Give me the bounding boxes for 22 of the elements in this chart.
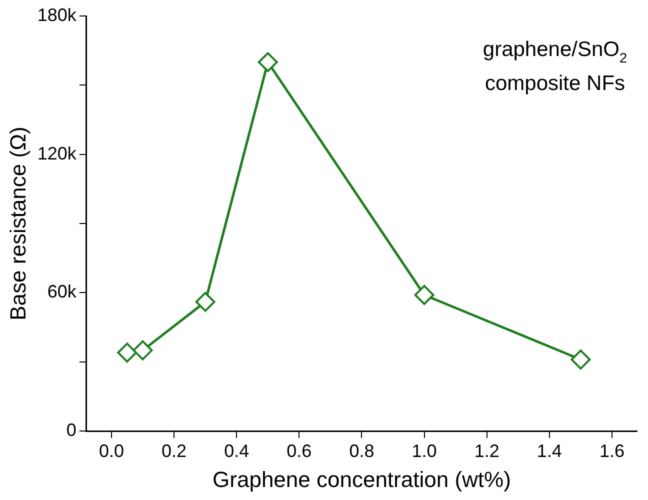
point — [258, 52, 278, 72]
y-tick-label: 120k — [37, 143, 78, 164]
x-tick-label: 1.2 — [474, 440, 500, 461]
annotation: composite NFs — [484, 72, 626, 95]
x-tick-label: 0.2 — [162, 440, 187, 461]
point — [117, 342, 138, 363]
x-axis-title: Graphene concentration (wt%) — [212, 466, 511, 492]
x-tick-label: 0.0 — [98, 440, 124, 461]
x-tick-label: 0.6 — [286, 440, 312, 461]
x-tick-label: 0.4 — [224, 440, 250, 461]
y-tick-label: 60k — [47, 282, 78, 302]
x-tick-label: 1.4 — [536, 440, 562, 461]
point — [195, 292, 216, 312]
point — [414, 284, 434, 305]
x-tick-label: 1.0 — [412, 440, 437, 461]
y-tick-label: 0 — [66, 420, 76, 440]
point — [570, 350, 591, 370]
y-axis-title: Base resistance (Ω) — [5, 126, 30, 320]
x-tick-label: 0.8 — [349, 440, 374, 461]
point — [132, 340, 153, 360]
y-tick-label: 180k — [37, 4, 78, 25]
x-tick-label: 1.6 — [599, 440, 624, 461]
